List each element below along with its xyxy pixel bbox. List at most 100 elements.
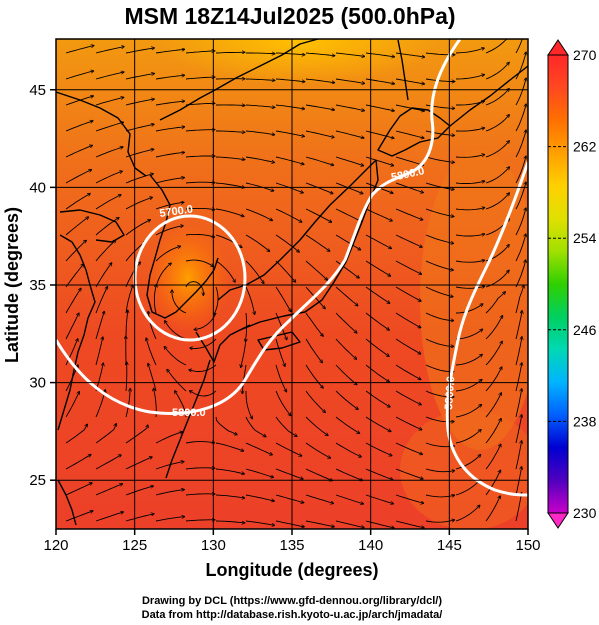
streamline <box>455 75 484 80</box>
streamline <box>125 486 153 496</box>
y-axis-label: Latitude (degrees) <box>2 207 22 363</box>
contour-5800-east <box>445 161 528 497</box>
streamline <box>335 234 361 250</box>
streamline <box>65 194 90 210</box>
streamline <box>65 511 93 522</box>
streamline <box>153 285 156 314</box>
streamline <box>185 130 215 131</box>
streamline <box>275 208 302 222</box>
streamline <box>305 520 334 527</box>
streamline <box>245 468 274 477</box>
streamline <box>95 512 123 522</box>
colorbar-tick-label: 254 <box>573 230 597 246</box>
streamline <box>305 182 333 194</box>
streamline <box>125 174 153 184</box>
streamline <box>275 520 304 527</box>
streamline <box>335 52 365 56</box>
streamline <box>65 46 94 54</box>
coastline-japan-sea <box>217 159 377 301</box>
streamline <box>365 364 389 382</box>
streamline <box>335 442 361 457</box>
lat-lon-grid <box>56 39 528 529</box>
streamline <box>65 170 92 184</box>
streamline <box>245 520 275 525</box>
streamline <box>125 149 154 158</box>
contour-labels: 5700.0 5800.0 5800.0 5800.0 <box>159 165 458 419</box>
contour-label-5700: 5700.0 <box>159 203 194 220</box>
streamline <box>189 364 217 372</box>
streamline <box>365 390 390 407</box>
streamline <box>148 311 157 340</box>
streamline <box>185 259 213 266</box>
streamline <box>275 416 297 436</box>
streamline <box>395 104 424 111</box>
streamline <box>305 52 335 56</box>
streamline <box>172 290 187 314</box>
streamline <box>455 260 485 262</box>
coastline-russia <box>159 39 319 121</box>
streamline <box>305 208 332 222</box>
streamline <box>335 468 363 480</box>
streamline <box>455 430 481 444</box>
streamline <box>95 171 122 184</box>
streamline <box>185 182 215 183</box>
streamline <box>215 468 244 474</box>
streamline <box>275 468 303 479</box>
streamline <box>245 156 274 163</box>
streamline <box>155 263 171 288</box>
streamline <box>246 312 247 342</box>
streamline <box>485 167 509 184</box>
streamline <box>395 442 422 454</box>
streamline <box>485 316 503 340</box>
streamline <box>365 338 389 356</box>
streamline <box>365 312 389 330</box>
streamline <box>245 286 255 314</box>
streamline <box>455 455 481 470</box>
streamline <box>125 285 133 314</box>
streamline <box>215 442 244 451</box>
streamline <box>335 364 357 385</box>
streamline <box>190 391 217 397</box>
streamline <box>515 493 522 522</box>
streamline <box>515 467 522 496</box>
streamline <box>395 520 424 528</box>
streamline <box>485 115 509 132</box>
streamline <box>485 367 502 392</box>
streamline <box>335 416 360 433</box>
streamline <box>95 455 121 470</box>
streamline <box>365 286 390 303</box>
streamline <box>95 97 124 106</box>
streamline <box>245 234 270 251</box>
streamline <box>305 156 334 165</box>
streamline <box>125 99 154 106</box>
coastline-shandong <box>59 209 125 243</box>
streamline <box>95 240 116 262</box>
streamline <box>65 424 87 444</box>
streamline <box>335 286 358 306</box>
warm-region-north <box>160 39 440 85</box>
streamline <box>185 281 203 296</box>
contour-label-5800-east: 5800.0 <box>443 376 457 410</box>
streamline <box>275 104 305 109</box>
coastline-china-north <box>56 91 147 177</box>
streamline <box>515 389 522 418</box>
streamline <box>515 337 522 366</box>
streamline <box>305 130 334 137</box>
streamline <box>395 494 424 503</box>
streamline <box>395 130 424 138</box>
streamline <box>275 442 302 456</box>
y-tick-label: 30 <box>29 375 46 392</box>
colorbar-min-triangle <box>547 512 569 529</box>
streamline <box>214 286 219 315</box>
streamline <box>395 208 423 220</box>
streamline <box>125 197 152 210</box>
streamline <box>365 260 391 276</box>
streamline <box>455 234 485 236</box>
streamline <box>485 496 500 522</box>
colorbar-tick-label: 230 <box>573 505 597 521</box>
streamline <box>245 260 264 284</box>
streamline <box>335 390 358 409</box>
streamline <box>65 71 94 80</box>
streamline <box>275 286 291 312</box>
coastline-ryukyu <box>165 359 211 479</box>
